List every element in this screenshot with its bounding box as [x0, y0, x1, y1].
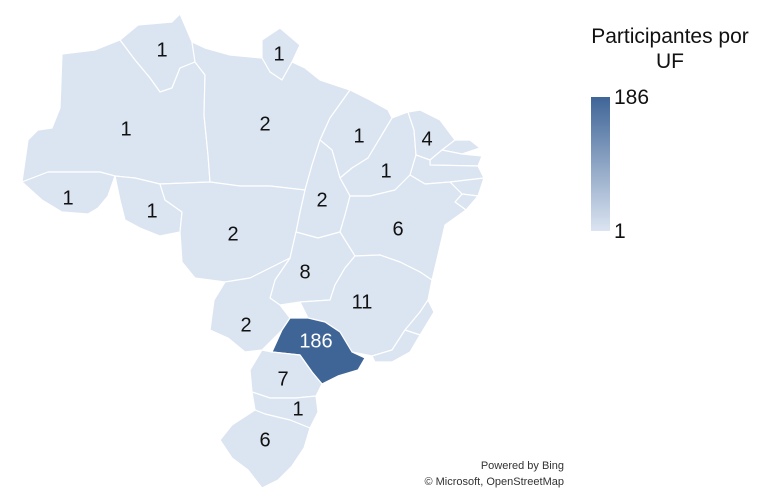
label-ro: 1 — [146, 200, 157, 222]
label-to: 2 — [316, 189, 327, 211]
label-mt: 2 — [227, 223, 238, 245]
state-es[interactable] — [404, 299, 435, 336]
state-rj[interactable] — [371, 329, 421, 363]
copyright-text: © Microsoft, OpenStreetMap — [424, 476, 564, 488]
label-sc: 1 — [292, 398, 303, 420]
label-rs: 6 — [259, 429, 270, 451]
label-ma: 1 — [353, 125, 364, 147]
legend-min-label: 1 — [614, 220, 626, 243]
legend-title: Participantes por UF — [591, 25, 749, 73]
label-mg: 11 — [352, 291, 373, 313]
label-ap: 1 — [273, 43, 284, 65]
label-ms: 2 — [240, 314, 251, 336]
label-pa: 2 — [259, 113, 270, 135]
label-rr: 1 — [156, 39, 167, 61]
state-rs[interactable] — [219, 409, 311, 489]
label-pr: 7 — [277, 368, 288, 390]
label-ce: 4 — [421, 128, 432, 150]
label-pi: 1 — [380, 160, 391, 182]
legend-color-scale — [591, 97, 610, 231]
label-am: 1 — [120, 118, 131, 140]
powered-by-text: Powered by Bing — [480, 460, 564, 472]
label-ba: 6 — [392, 218, 403, 240]
label-go: 8 — [299, 261, 310, 283]
label-ac: 1 — [62, 187, 73, 209]
legend-max-label: 186 — [614, 86, 650, 109]
label-sp: 186 — [299, 330, 332, 352]
state-rn[interactable] — [441, 139, 481, 155]
state-ac[interactable] — [21, 171, 116, 215]
